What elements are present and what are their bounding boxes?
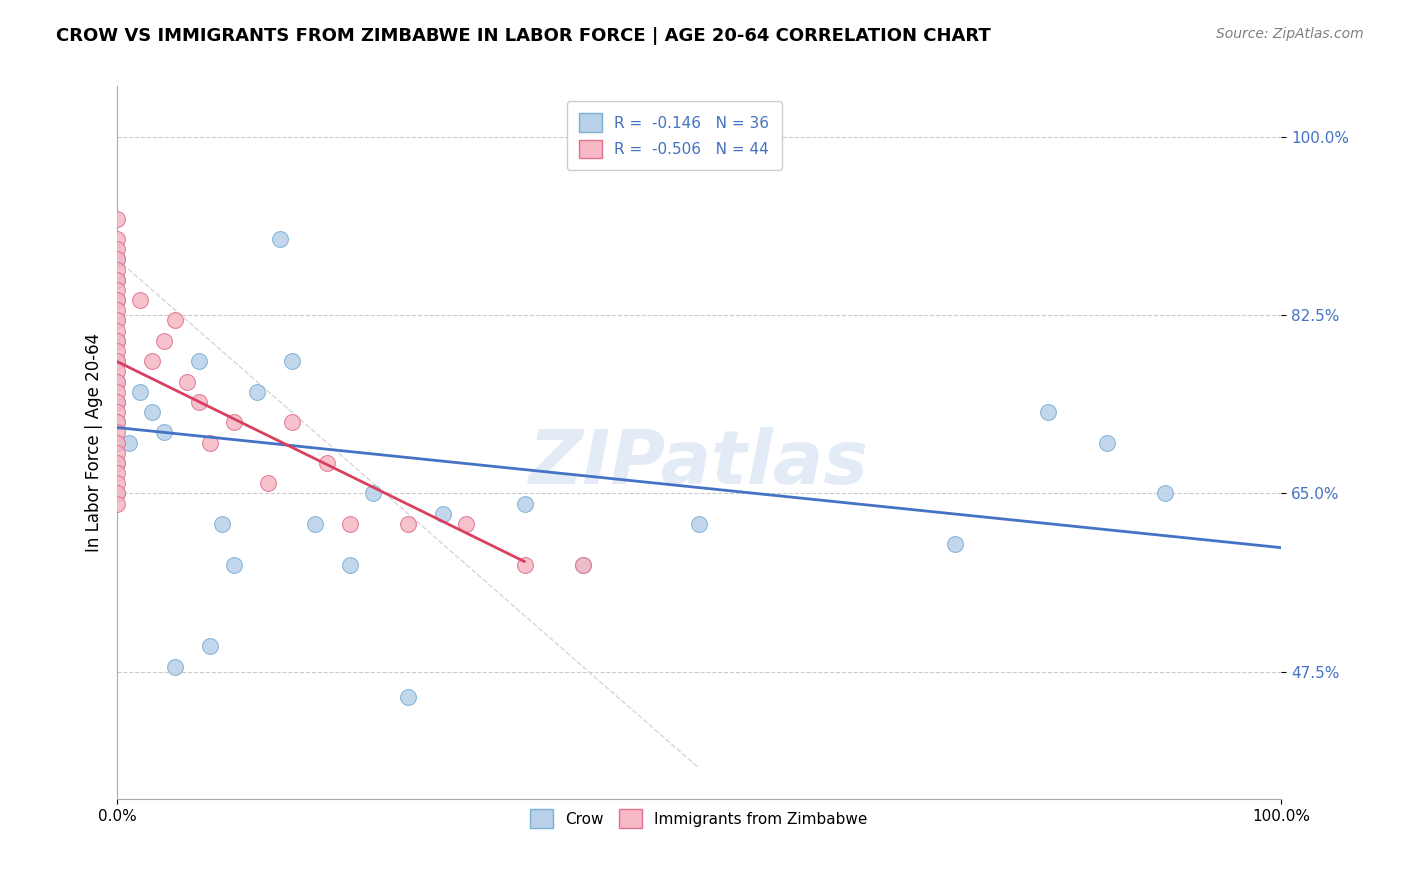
Point	[165, 313, 187, 327]
Point	[200, 639, 222, 653]
Point	[129, 293, 152, 307]
Point	[105, 262, 128, 277]
Text: CROW VS IMMIGRANTS FROM ZIMBABWE IN LABOR FORCE | AGE 20-64 CORRELATION CHART: CROW VS IMMIGRANTS FROM ZIMBABWE IN LABO…	[56, 27, 991, 45]
Point	[281, 415, 304, 429]
Point	[105, 384, 128, 399]
Point	[257, 476, 280, 491]
Point	[246, 384, 269, 399]
Point	[396, 516, 419, 531]
Point	[513, 497, 536, 511]
Point	[105, 476, 128, 491]
Text: Source: ZipAtlas.com: Source: ZipAtlas.com	[1216, 27, 1364, 41]
Point	[105, 242, 128, 256]
Point	[187, 395, 209, 409]
Point	[118, 435, 141, 450]
Point	[105, 456, 128, 470]
Point	[396, 690, 419, 704]
Point	[105, 466, 128, 480]
Point	[141, 405, 163, 419]
Point	[105, 375, 128, 389]
Point	[141, 354, 163, 368]
Point	[432, 507, 454, 521]
Point	[152, 334, 174, 348]
Point	[571, 558, 593, 572]
Point	[105, 324, 128, 338]
Point	[222, 415, 245, 429]
Text: ZIPatlas: ZIPatlas	[529, 427, 869, 500]
Point	[1153, 486, 1175, 500]
Point	[200, 435, 222, 450]
Point	[943, 537, 966, 551]
Point	[105, 313, 128, 327]
Point	[211, 516, 233, 531]
Point	[105, 425, 128, 440]
Point	[105, 252, 128, 267]
Point	[513, 558, 536, 572]
Y-axis label: In Labor Force | Age 20-64: In Labor Force | Age 20-64	[86, 333, 103, 552]
Point	[105, 395, 128, 409]
Point	[105, 375, 128, 389]
Point	[105, 456, 128, 470]
Point	[315, 456, 337, 470]
Point	[105, 435, 128, 450]
Point	[105, 405, 128, 419]
Point	[105, 313, 128, 327]
Point	[105, 273, 128, 287]
Point	[105, 334, 128, 348]
Point	[105, 486, 128, 500]
Point	[105, 486, 128, 500]
Point	[105, 395, 128, 409]
Point	[129, 384, 152, 399]
Point	[1095, 435, 1118, 450]
Point	[105, 334, 128, 348]
Point	[105, 354, 128, 368]
Point	[105, 415, 128, 429]
Point	[105, 283, 128, 297]
Point	[105, 435, 128, 450]
Point	[688, 516, 710, 531]
Point	[456, 516, 478, 531]
Point	[152, 425, 174, 440]
Point	[105, 415, 128, 429]
Point	[105, 211, 128, 226]
Point	[165, 659, 187, 673]
Point	[361, 486, 384, 500]
Point	[105, 232, 128, 246]
Point	[105, 343, 128, 358]
Point	[105, 446, 128, 460]
Point	[304, 516, 326, 531]
Point	[105, 293, 128, 307]
Point	[105, 303, 128, 318]
Point	[105, 364, 128, 378]
Point	[281, 354, 304, 368]
Point	[105, 354, 128, 368]
Point	[105, 252, 128, 267]
Point	[1038, 405, 1060, 419]
Point	[339, 516, 361, 531]
Point	[105, 293, 128, 307]
Legend: Crow, Immigrants from Zimbabwe: Crow, Immigrants from Zimbabwe	[524, 803, 875, 834]
Point	[105, 497, 128, 511]
Point	[176, 375, 198, 389]
Point	[339, 558, 361, 572]
Point	[571, 558, 593, 572]
Point	[269, 232, 291, 246]
Point	[187, 354, 209, 368]
Point	[222, 558, 245, 572]
Point	[105, 273, 128, 287]
